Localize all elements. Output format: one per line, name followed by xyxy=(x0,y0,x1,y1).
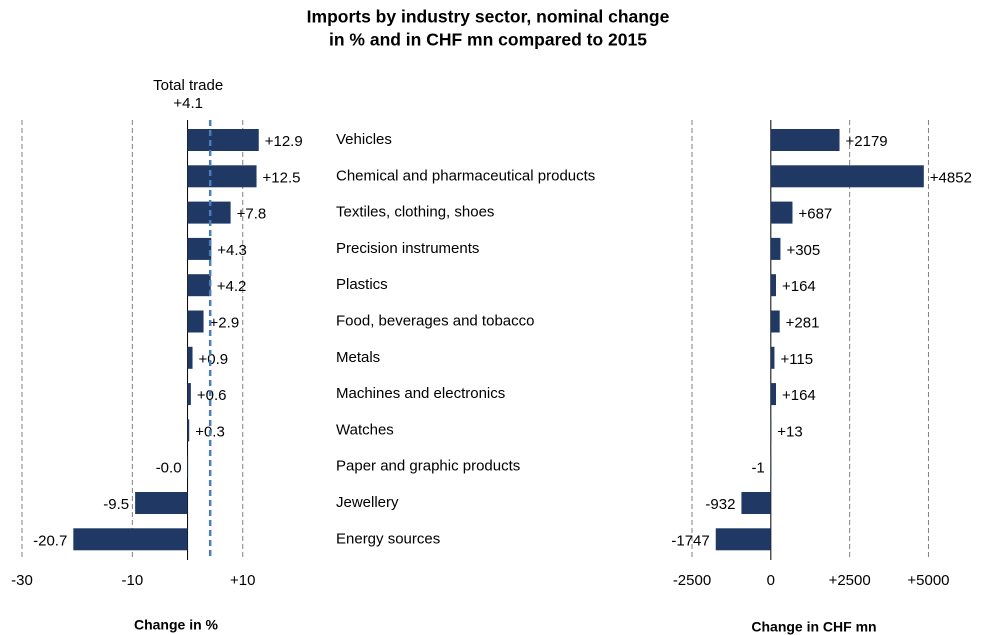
value-label: -1747 xyxy=(671,532,709,549)
bar xyxy=(770,310,780,333)
value-label: +12.9 xyxy=(265,133,303,150)
annotation-value: +4.1 xyxy=(173,95,203,112)
value-label: +0.9 xyxy=(199,351,229,368)
x-tick-label: -2500 xyxy=(673,572,711,589)
value-label: +0.6 xyxy=(197,387,227,404)
x-tick-label: -10 xyxy=(122,572,144,589)
category-label: Machines and electronics xyxy=(336,385,505,402)
value-label: -0.0 xyxy=(156,460,182,477)
bar xyxy=(187,310,204,333)
category-label: Metals xyxy=(336,349,380,366)
x-tick-label: -30 xyxy=(11,572,33,589)
value-label: +164 xyxy=(782,278,816,295)
category-label: Paper and graphic products xyxy=(336,458,520,475)
chart-title-line: in % and in CHF mn compared to 2015 xyxy=(329,30,647,50)
category-label: Textiles, clothing, shoes xyxy=(336,204,494,221)
category-label: Energy sources xyxy=(336,530,440,547)
bar xyxy=(187,346,193,369)
bar xyxy=(770,346,775,369)
x-axis-title: Change in CHF mn xyxy=(751,619,876,635)
annotation-text: Total trade xyxy=(153,77,223,94)
category-label: Precision instruments xyxy=(336,240,479,257)
bar xyxy=(770,129,840,151)
value-label: -932 xyxy=(705,496,735,513)
value-label: +13 xyxy=(777,423,802,440)
category-label: Food, beverages and tobacco xyxy=(336,312,534,329)
value-label: +281 xyxy=(786,314,820,331)
category-label: Chemical and pharmaceutical products xyxy=(336,167,595,184)
value-label: +2.9 xyxy=(210,314,240,331)
bar xyxy=(770,237,781,260)
bar xyxy=(770,383,776,406)
value-label: +115 xyxy=(780,351,813,368)
bar xyxy=(770,455,772,478)
value-label: -9.5 xyxy=(103,496,129,513)
bar xyxy=(187,165,257,188)
value-label: +164 xyxy=(782,387,816,404)
x-tick-label: +5000 xyxy=(907,572,949,589)
bar xyxy=(770,274,776,297)
x-tick-label: +10 xyxy=(230,572,255,589)
value-label: -20.7 xyxy=(33,532,67,549)
value-label: +305 xyxy=(786,242,820,259)
value-label: +2179 xyxy=(846,133,888,150)
value-label: +7.8 xyxy=(237,206,267,223)
value-label: +687 xyxy=(798,206,832,223)
value-label: +4.3 xyxy=(217,242,247,259)
category-label: Jewellery xyxy=(336,494,399,511)
bar xyxy=(187,129,259,151)
value-label: +12.5 xyxy=(263,169,301,186)
x-axis-title: Change in % xyxy=(134,617,219,633)
x-tick-label: 0 xyxy=(767,572,775,589)
bar xyxy=(187,455,189,478)
bar xyxy=(187,419,190,442)
bar xyxy=(770,419,772,442)
x-tick-label: +2500 xyxy=(829,572,871,589)
category-label: Plastics xyxy=(336,276,388,293)
bar xyxy=(73,528,188,551)
bar xyxy=(770,165,924,188)
bar xyxy=(187,383,191,406)
bar xyxy=(187,237,212,260)
bar xyxy=(770,201,793,224)
bar xyxy=(715,528,771,551)
chart-title-line: Imports by industry sector, nominal chan… xyxy=(307,7,670,27)
value-label: -1 xyxy=(751,460,764,477)
value-label: +4852 xyxy=(930,169,972,186)
category-label: Vehicles xyxy=(336,131,392,148)
category-label: Watches xyxy=(336,421,394,438)
bar xyxy=(741,492,771,514)
bar xyxy=(135,492,188,514)
value-label: +4.2 xyxy=(217,278,247,295)
bar xyxy=(187,274,211,297)
